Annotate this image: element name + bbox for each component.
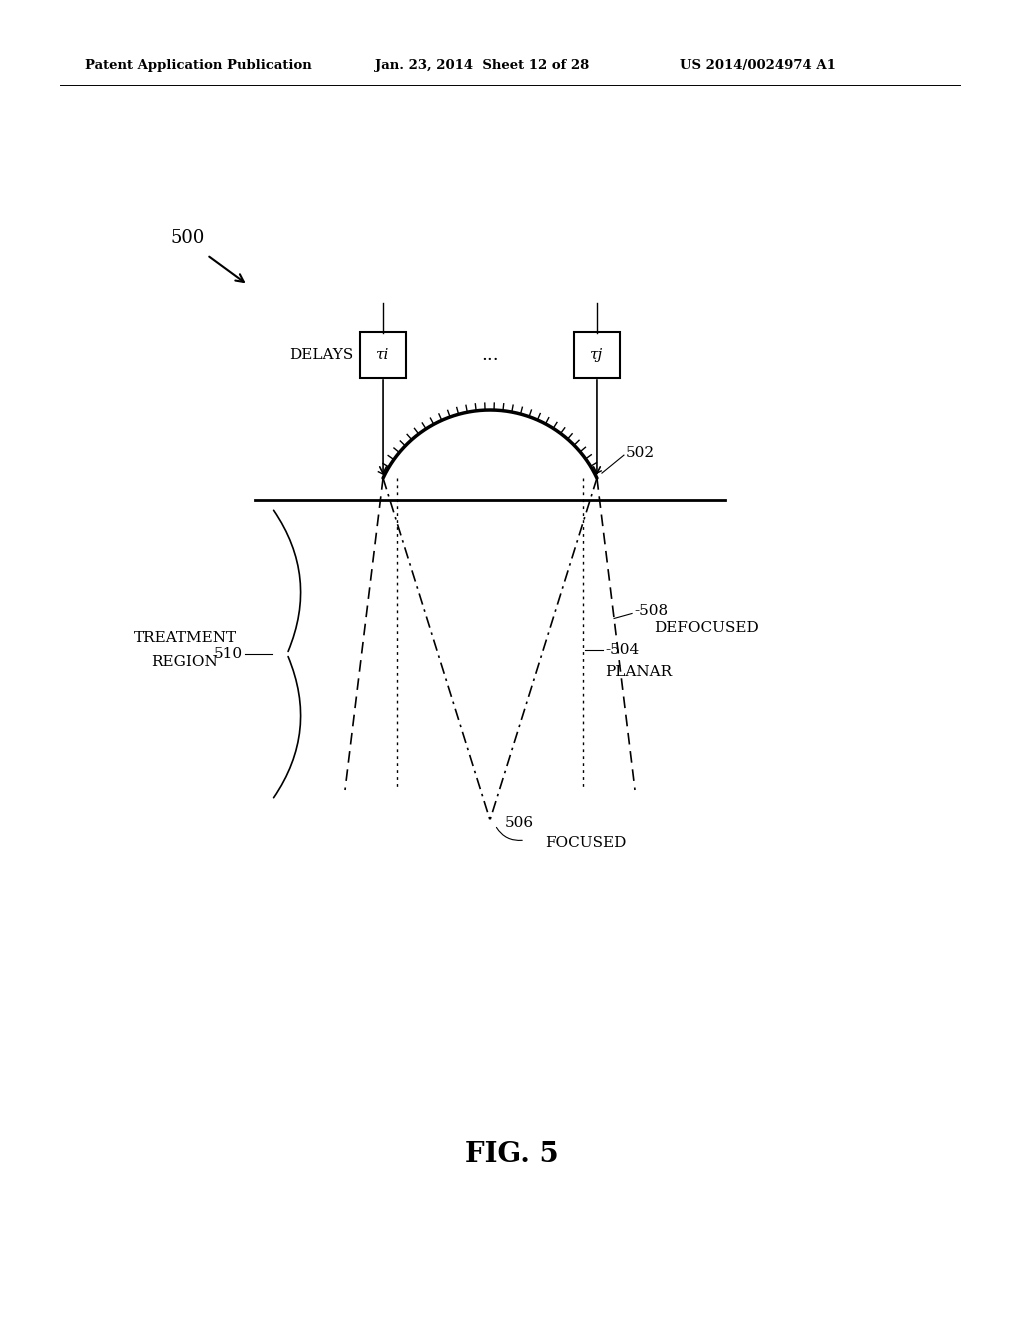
Text: 510: 510 — [214, 647, 243, 661]
Text: TREATMENT: TREATMENT — [133, 631, 237, 645]
Text: REGION: REGION — [152, 655, 218, 669]
FancyBboxPatch shape — [573, 333, 620, 378]
Text: DEFOCUSED: DEFOCUSED — [654, 622, 759, 635]
Text: 502: 502 — [626, 446, 655, 461]
Text: Patent Application Publication: Patent Application Publication — [85, 58, 311, 71]
Text: ...: ... — [481, 346, 499, 364]
Text: τi: τi — [377, 348, 390, 362]
Text: 500: 500 — [170, 228, 205, 247]
Text: PLANAR: PLANAR — [605, 665, 672, 678]
Text: Jan. 23, 2014  Sheet 12 of 28: Jan. 23, 2014 Sheet 12 of 28 — [375, 58, 589, 71]
Text: FIG. 5: FIG. 5 — [465, 1142, 559, 1168]
Text: US 2014/0024974 A1: US 2014/0024974 A1 — [680, 58, 836, 71]
Text: DELAYS: DELAYS — [289, 348, 353, 362]
Text: -508: -508 — [634, 605, 669, 619]
Text: FOCUSED: FOCUSED — [545, 836, 627, 850]
Text: -504: -504 — [605, 643, 639, 657]
FancyBboxPatch shape — [360, 333, 407, 378]
Text: 506: 506 — [505, 816, 535, 830]
Text: τj: τj — [590, 348, 603, 362]
